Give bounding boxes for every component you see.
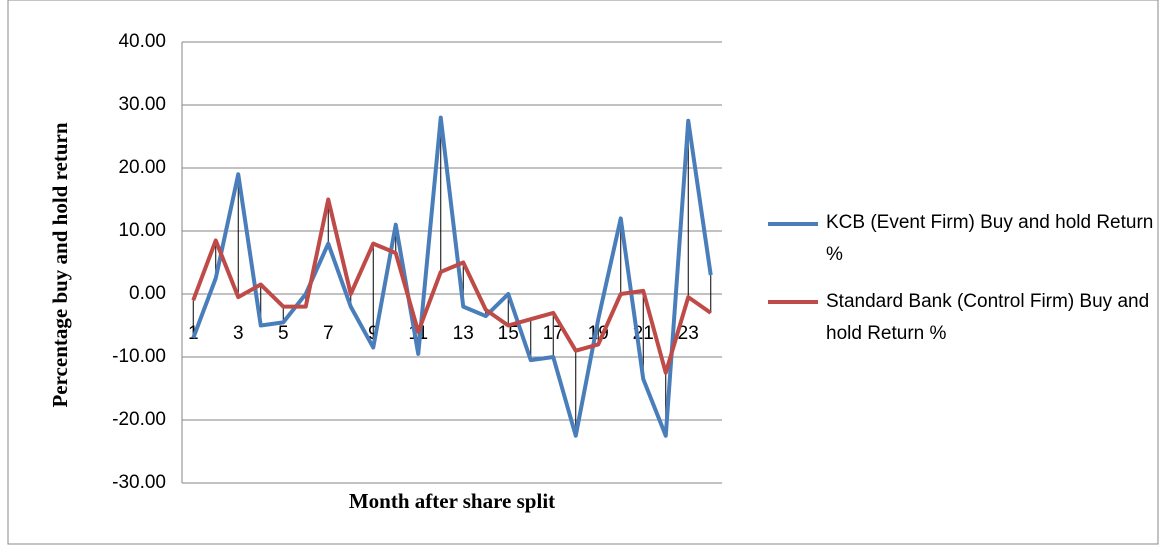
x-tick-label: 3 xyxy=(233,323,244,344)
x-tick-label: 5 xyxy=(278,323,289,344)
legend-label: Standard Bank (Control Firm) Buy and hol… xyxy=(826,291,1150,344)
series-line xyxy=(191,197,712,375)
chart-frame xyxy=(7,0,1159,545)
y-tick-label: -30.00 xyxy=(112,472,166,493)
y-axis-label: Percentage buy and hold return xyxy=(48,122,72,407)
x-tick-label: 13 xyxy=(453,323,474,344)
y-tick-label: 20.00 xyxy=(118,157,166,178)
y-tick-label: 30.00 xyxy=(118,94,166,115)
x-tick-label: 7 xyxy=(323,323,334,344)
x-tick-label: 23 xyxy=(678,323,699,344)
y-tick-label: -20.00 xyxy=(112,409,166,430)
x-tick-label: 15 xyxy=(498,323,519,344)
y-tick-label: 10.00 xyxy=(118,220,166,241)
x-axis-label: Month after share split xyxy=(349,489,555,513)
legend-label: KCB (Event Firm) Buy and hold Return % xyxy=(826,212,1154,265)
y-tick-label: 0.00 xyxy=(129,283,166,304)
y-tick-label: -10.00 xyxy=(112,346,166,367)
y-tick-label: 40.00 xyxy=(118,31,166,52)
series-line xyxy=(191,115,713,438)
